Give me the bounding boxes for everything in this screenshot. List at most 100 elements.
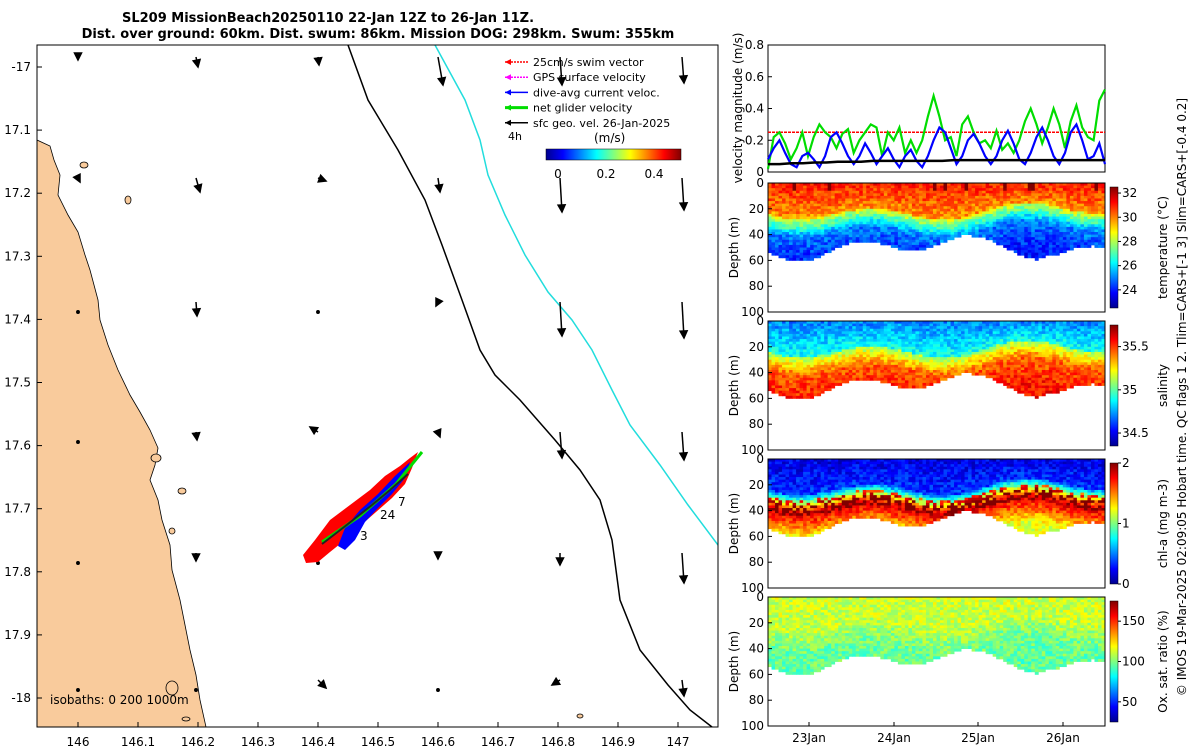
heatmap-cell [1027,255,1032,259]
heatmap-cell [1080,380,1085,384]
heatmap-cell [1003,326,1008,330]
heatmap-cell [1090,219,1095,223]
heatmap-cell [1041,323,1046,327]
heatmap-cell [978,211,983,215]
heatmap-cell [1052,213,1057,217]
heatmap-cell [1017,216,1022,220]
heatmap-cell [964,183,969,186]
heatmap-cell [1013,370,1018,373]
heatmap-cell [775,364,779,368]
heatmap-cell [806,229,811,233]
heatmap-cell [1076,237,1081,241]
heatmap-cell [803,242,808,246]
heatmap-cell [1055,201,1060,205]
heatmap-cell [782,346,786,350]
heatmap-cell [887,326,892,330]
heatmap-cell [915,372,920,376]
heatmap-cell [887,185,892,189]
heatmap-cell [785,193,790,197]
heatmap-cell [806,388,811,392]
heatmap-cell [943,211,948,215]
heatmap-cell [1097,198,1102,202]
heatmap-cell [1080,351,1085,355]
velocity-tick-label: 0.4 [745,102,764,116]
heatmap-cell [950,323,955,327]
heatmap-cell [876,372,881,376]
heatmap-cell [943,341,948,345]
heatmap-cell [950,357,955,361]
heatmap-cell [834,372,839,376]
heatmap-cell [771,221,776,225]
heatmap-cell [820,229,825,233]
heatmap-cell [855,341,860,345]
heatmap-cell [803,213,808,217]
heatmap-cell [971,346,976,350]
heatmap-cell [918,380,923,384]
heatmap-cell [954,367,958,371]
interval-label: 4h [508,130,522,143]
heatmap-cell [799,198,804,202]
heatmap-cell [932,354,937,358]
heatmap-cell [1076,328,1081,332]
heatmap-cell [1045,388,1050,392]
heatmap-cell [1080,219,1085,223]
heatmap-cell [908,364,913,368]
heatmap-cell [771,367,776,371]
heatmap-cell [1066,244,1071,248]
heatmap-cell [880,326,885,330]
heatmap-cell [1027,377,1032,381]
heatmap-cell [1090,226,1095,230]
heatmap-cell [996,229,1001,233]
heatmap-cell [817,351,822,355]
heatmap-cell [852,357,857,361]
heatmap-cell [771,211,776,215]
heatmap-cell [925,377,930,381]
heatmap-cell [1038,247,1043,251]
heatmap-cell [824,351,829,355]
heatmap-cell [768,237,772,241]
heatmap-cell [925,321,930,324]
heatmap-cell [883,351,888,355]
heatmap-cell [1073,357,1078,361]
heatmap-cell [996,323,1001,327]
heatmap-cell [975,221,980,225]
heatmap-cell [1048,357,1053,361]
colorbar-label: (m/s) [594,131,625,145]
heatmap-cell [817,349,822,353]
heatmap-cell [820,341,825,345]
heatmap-cell [929,190,934,194]
heatmap-cell [1034,234,1039,238]
heatmap-cell [1073,367,1078,371]
heatmap-cell [1076,377,1081,381]
heatmap-cell [834,198,839,202]
heatmap-cell [810,219,815,223]
heatmap-cell [824,237,829,241]
heatmap-cell [925,224,930,228]
heatmap-cell [932,341,937,345]
heatmap-cell [866,219,871,223]
heatmap-cell [1048,346,1053,350]
heatmap-cell [771,198,776,202]
heatmap-cell [831,372,836,376]
heatmap-cell [1076,331,1081,335]
heatmap-cell [1013,388,1018,392]
heatmap-cell [1020,344,1025,348]
heatmap-cell [862,333,867,337]
heatmap-cell [782,185,786,189]
heatmap-cell [803,362,808,366]
heatmap-cell [820,188,825,192]
heatmap-cell [904,328,909,332]
heatmap-cell [775,188,779,192]
heatmap-cell [806,203,811,207]
heatmap-cell [1034,364,1039,368]
heatmap-cell [940,351,944,355]
heatmap-cell [789,193,793,197]
heatmap-cell [1094,198,1099,202]
heatmap-cell [929,242,934,246]
heatmap-cell [964,323,969,327]
heatmap-cell [845,341,850,345]
heatmap-cell [1097,213,1102,217]
heatmap-cell [1094,234,1099,238]
heatmap-cell [1062,336,1067,340]
heatmap-cell [862,349,867,353]
